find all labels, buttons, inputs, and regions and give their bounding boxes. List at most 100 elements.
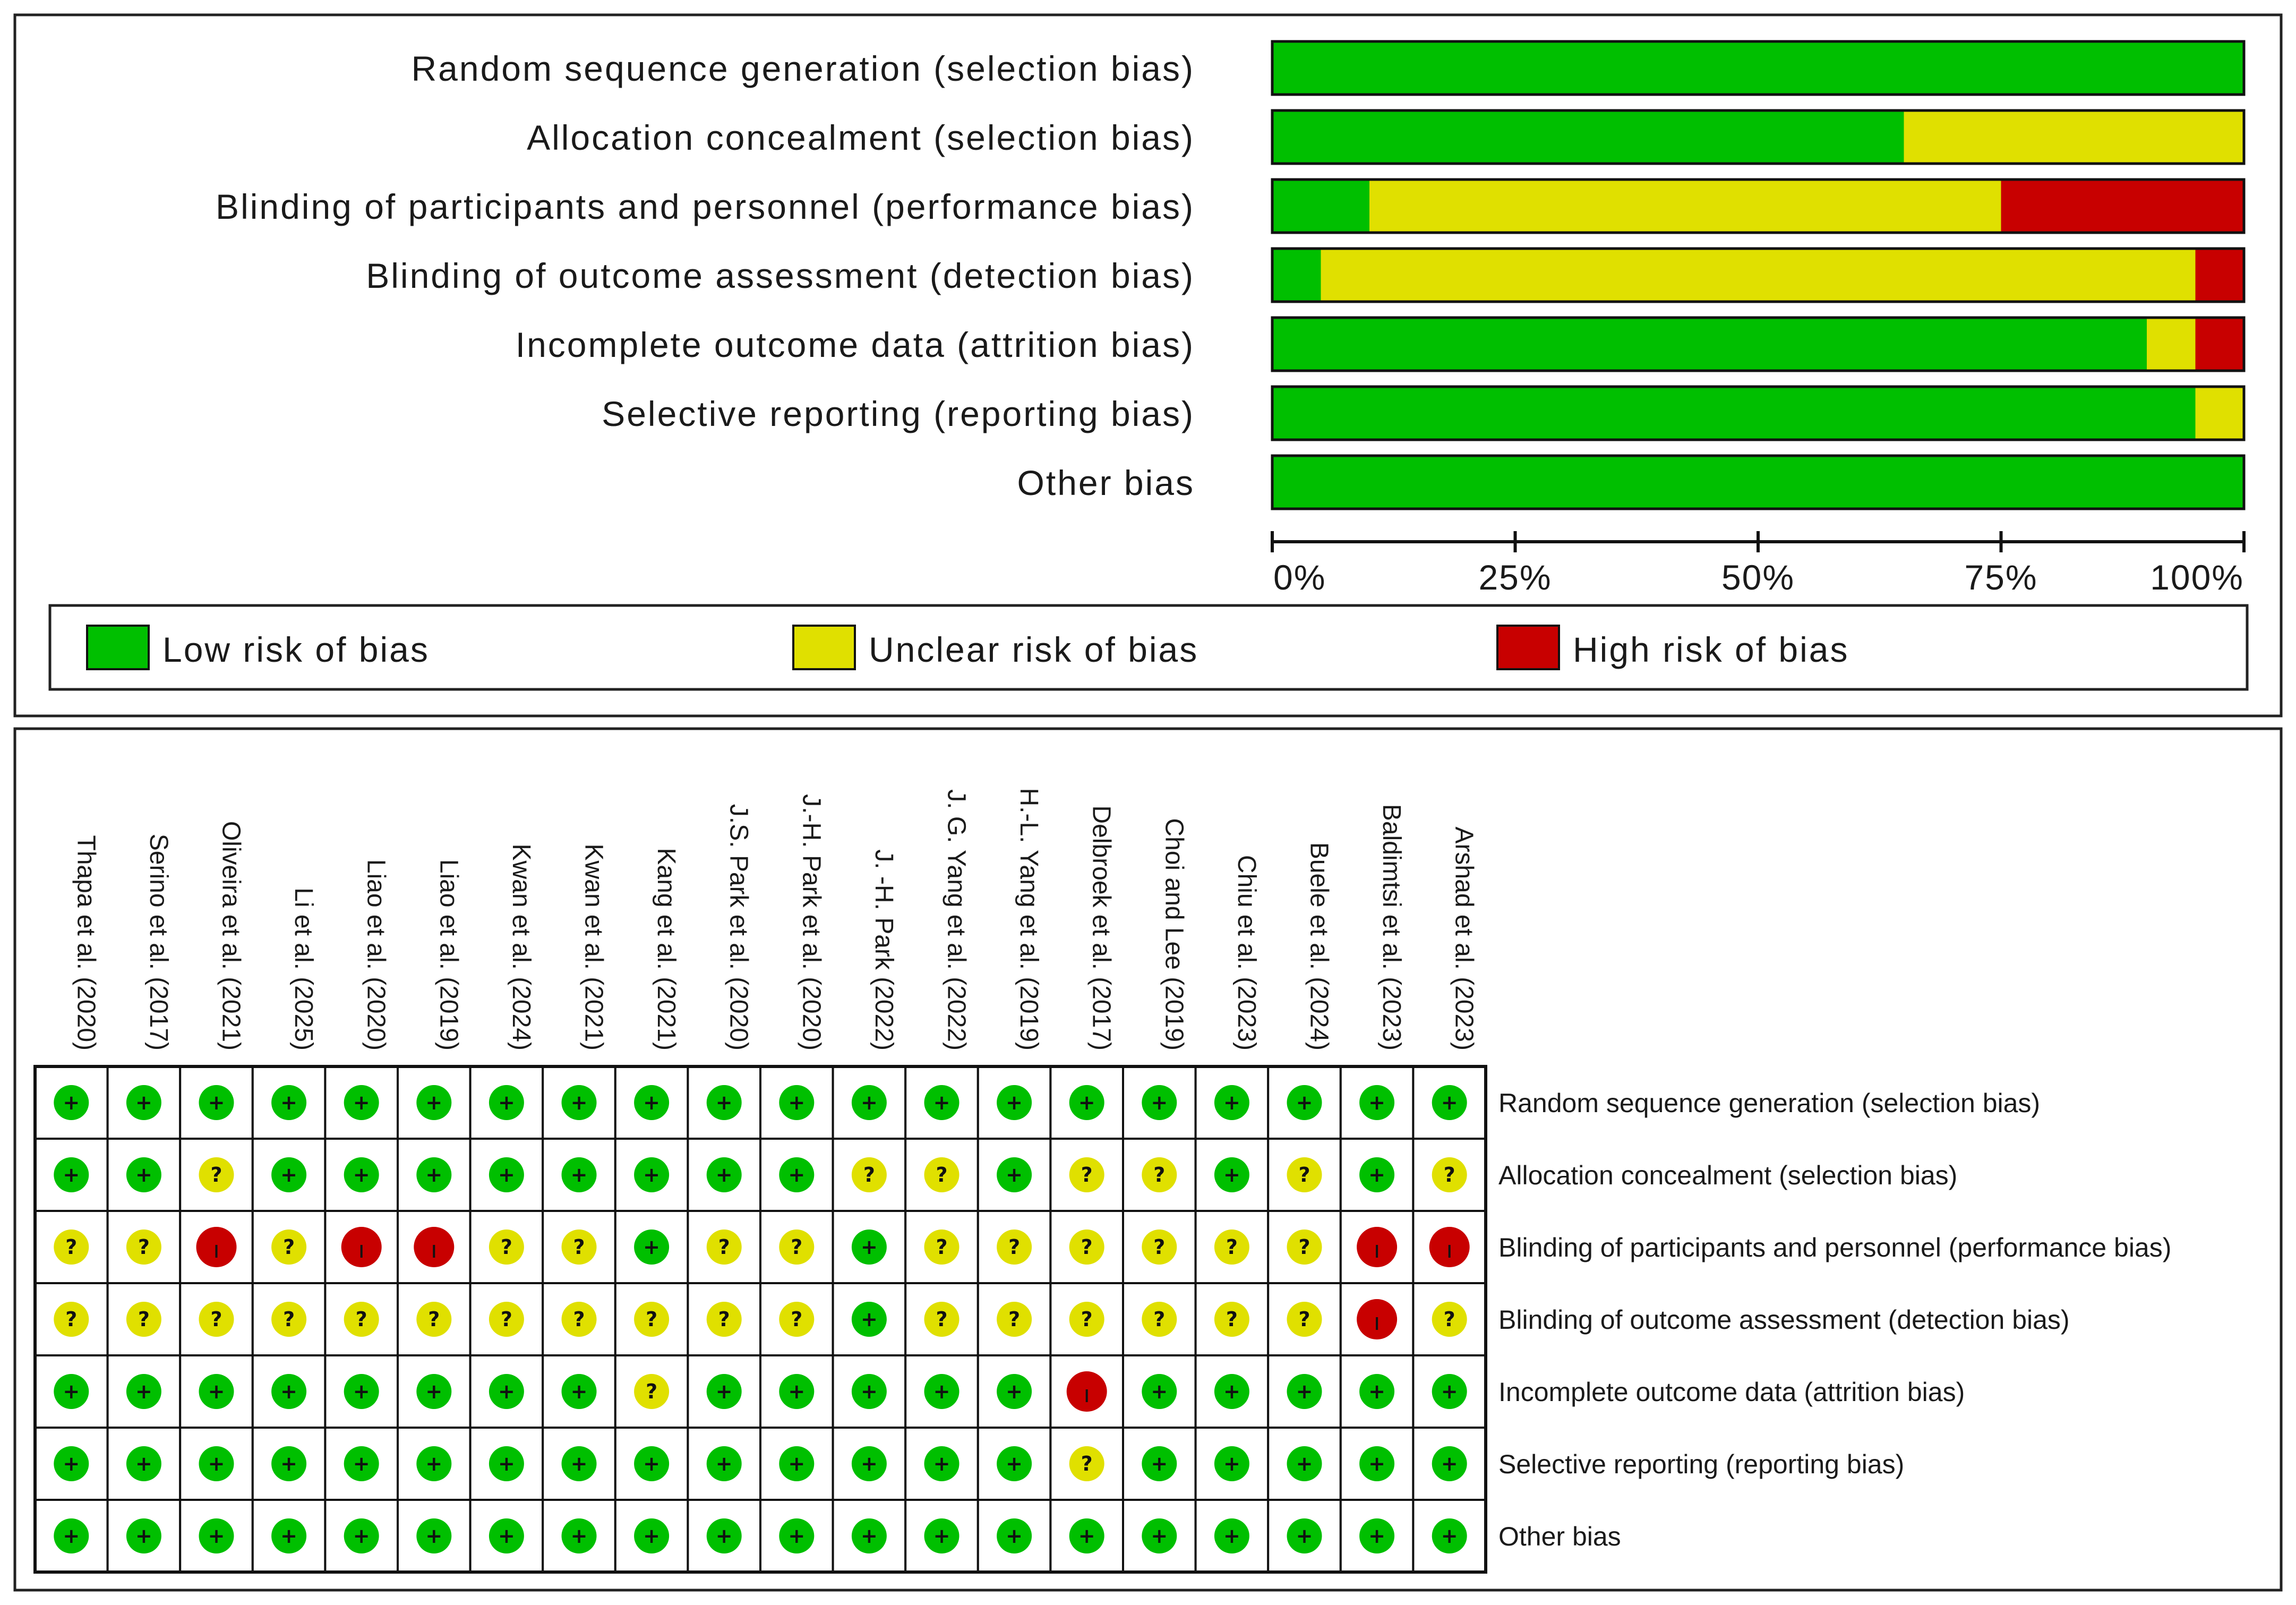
risk-of-bias-summary-panel: Thapa et al. (2020) Serino et al. (2017) O… [13, 727, 2283, 1592]
judgement-mark: + [716, 1163, 733, 1186]
judgement-low-icon [1359, 1157, 1395, 1192]
summary-cell: ? [542, 1282, 616, 1356]
judgement-unclear-icon [634, 1302, 670, 1337]
judgement-low-icon [997, 1157, 1032, 1192]
study-label-chiu-et-al-2023: Chiu et al. (2023) [1232, 855, 1261, 1051]
judgement-mark: + [63, 1163, 80, 1186]
judgement-mark: + [280, 1380, 297, 1403]
bar-outline-5 [1271, 316, 2246, 372]
summary-domain-label-selective-reporting-reporting-bias: Selective reporting (reporting bias) [1498, 1449, 1904, 1479]
judgement-mark: + [498, 1380, 515, 1403]
judgement-mark: + [280, 1091, 297, 1114]
bar-row-blinding-of-outcome-assessment-detection-bias [1271, 247, 2246, 303]
judgement-unclear-icon [1214, 1230, 1249, 1265]
judgement-unclear-icon [1142, 1157, 1177, 1192]
summary-cell: ? [1049, 1427, 1125, 1501]
judgement-unclear-icon [779, 1302, 815, 1337]
summary-cell: + [1122, 1499, 1197, 1573]
judgement-mark: + [716, 1524, 733, 1548]
judgement-low-icon [1214, 1157, 1249, 1192]
x-axis: 0% 25% 50% 75% 100% [1271, 531, 2246, 597]
judgement-low-icon [634, 1518, 670, 1553]
judgement-mark: + [1441, 1452, 1458, 1475]
study-labels: Thapa et al. (2020) Serino et al. (2017) O… [72, 788, 1478, 1051]
judgement-mark: + [933, 1091, 950, 1114]
judgement-mark: + [1223, 1452, 1240, 1475]
bar-outline-1 [1271, 40, 2246, 96]
judgement-mark: + [280, 1452, 297, 1475]
judgement-mark: + [425, 1091, 442, 1114]
summary-cell: ? [1267, 1210, 1342, 1284]
judgement-mark: + [1151, 1524, 1168, 1548]
judgement-unclear-icon [851, 1157, 887, 1192]
judgement-mark: + [861, 1380, 878, 1403]
summary-cell: + [324, 1499, 399, 1573]
judgement-mark: + [1006, 1452, 1023, 1475]
summary-cell: + [251, 1499, 327, 1573]
judgement-low-icon [924, 1446, 959, 1481]
summary-cell: + [1122, 1427, 1197, 1501]
summary-cell: + [832, 1499, 907, 1573]
summary-grid: + + + + + + + + + + + + + + + + + + + + + +? + + + + + + + +?? +?? +? +?… [33, 1065, 1487, 1574]
judgement-mark: + [1078, 1524, 1095, 1548]
study-label-serino-et-al-2017: Serino et al. (2017) [144, 834, 173, 1051]
x-tick-label-1: 25% [1478, 558, 1552, 597]
judgement-low-icon [1214, 1446, 1249, 1481]
judgement-mark: + [1006, 1524, 1023, 1548]
judgement-mark: + [1368, 1091, 1385, 1114]
judgement-mark: + [498, 1452, 515, 1475]
judgement-mark: + [280, 1524, 297, 1548]
summary-domain-label-other-bias: Other bias [1498, 1522, 1621, 1551]
judgement-low-icon [344, 1518, 379, 1553]
judgement-low-icon [924, 1518, 959, 1553]
judgement-mark: ? [936, 1163, 947, 1186]
judgement-mark: + [1006, 1380, 1023, 1403]
judgement-mark: + [63, 1524, 80, 1548]
bar-segment-unclear-risk-of-bias-5 [2147, 318, 2196, 371]
judgement-mark: + [280, 1163, 297, 1186]
legend: Low risk of bias Unclear risk of bias Hi… [48, 604, 2249, 691]
summary-cell: ? [1194, 1210, 1270, 1284]
bar-outline-3 [1271, 178, 2246, 234]
judgement-mark: + [135, 1163, 152, 1186]
summary-cell [1339, 1282, 1415, 1356]
judgement-mark: ? [1008, 1308, 1020, 1331]
judgement-low-icon [199, 1374, 234, 1409]
judgement-low-icon [1287, 1085, 1322, 1120]
summary-cell: + [1049, 1065, 1125, 1140]
judgement-low-icon [779, 1446, 815, 1481]
judgement-mark: + [425, 1380, 442, 1403]
summary-cell: ? [324, 1282, 399, 1356]
summary-cell: ? [759, 1210, 834, 1284]
judgement-unclear-icon [997, 1302, 1032, 1337]
judgement-low-icon [1142, 1085, 1177, 1120]
summary-cell: + [542, 1354, 616, 1429]
summary-domain-label-blinding-of-outcome-assessment-detection-bias: Blinding of outcome assessment (detectio… [1498, 1305, 2070, 1335]
judgement-mark: + [571, 1524, 588, 1548]
summary-cell: + [1339, 1427, 1415, 1501]
judgement-mark: + [1151, 1380, 1168, 1403]
summary-cell: + [542, 1138, 616, 1212]
summary-cell: + [34, 1427, 109, 1501]
summary-cell: + [832, 1427, 907, 1501]
judgement-low-icon [997, 1374, 1032, 1409]
study-label-buele-et-al-2024: Buele et al. (2024) [1305, 842, 1333, 1051]
cell-border [542, 1210, 616, 1284]
judgement-mark: ? [936, 1308, 947, 1331]
summary-cell: + [614, 1138, 689, 1212]
judgement-mark: ? [718, 1308, 730, 1331]
judgement-mark: ? [65, 1308, 77, 1331]
judgement-mark: ? [138, 1308, 150, 1331]
summary-panel-border [13, 727, 2283, 1592]
judgement-mark: ? [573, 1308, 585, 1331]
legend-border [48, 604, 2249, 691]
summary-cell: + [469, 1499, 544, 1573]
summary-cell: + [1412, 1499, 1487, 1573]
study-label-thapa-et-al-2020: Thapa et al. (2020) [72, 835, 100, 1051]
judgement-low-icon [271, 1518, 307, 1553]
summary-cell: + [687, 1065, 762, 1140]
summary-cell: + [251, 1065, 327, 1140]
judgement-mark: + [63, 1380, 80, 1403]
summary-cell: + [324, 1427, 399, 1501]
summary-cell: + [106, 1499, 182, 1573]
